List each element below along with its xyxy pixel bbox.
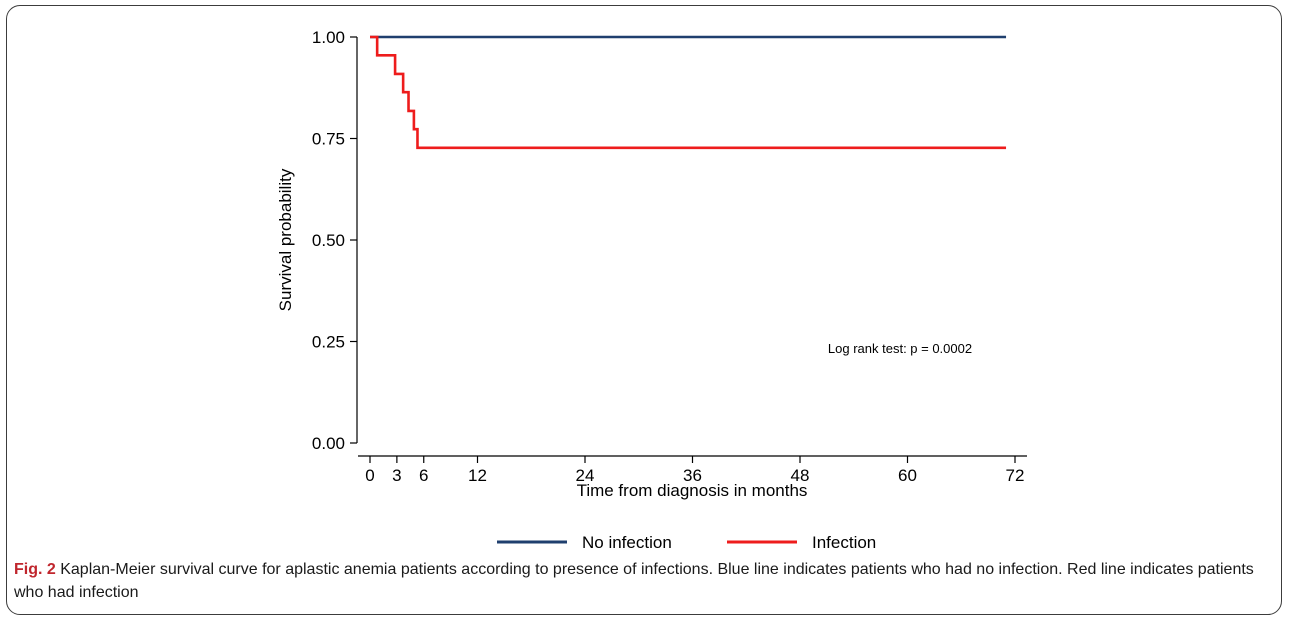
chart-axes: 0.000.250.500.751.000 3 6 12 24 36 48 60 72 [312,28,1027,485]
x-tick-label: 12 [468,466,487,485]
x-axis-label: Time from diagnosis in months [577,481,808,500]
x-tick-label: 24 [576,466,595,485]
x-tick-label: 6 [419,466,428,485]
x-tick-label: 60 [898,466,917,485]
figure-frame [6,5,1282,615]
x-tick-label: 72 [1006,466,1025,485]
y-tick-label: 1.00 [312,28,345,47]
legend-label-no-infection: No infection [582,533,672,552]
survival-chart: 0.000.250.500.751.000 3 6 12 24 36 48 60 72 Surv… [276,28,1027,552]
x-tick-label: 36 [683,466,702,485]
y-tick-label: 0.75 [312,130,345,149]
y-axis-label: Survival probability [276,168,295,311]
figure-caption: Fig. 2 Kaplan-Meier survival curve for a… [14,558,1276,604]
series-line-infection [370,35,1007,150]
y-tick-label: 0.25 [312,333,345,352]
series-layer [370,35,1007,150]
chart-legend: No infection Infection [497,533,876,552]
x-tick-label: 48 [791,466,810,485]
x-tick-label: 0 [365,466,374,485]
x-tick-label: 3 [392,466,401,485]
y-tick-label: 0.00 [312,434,345,453]
log-rank-annotation: Log rank test: p = 0.0002 [828,341,972,356]
y-tick-label: 0.50 [312,231,345,250]
caption-text: Kaplan-Meier survival curve for aplastic… [14,561,1254,601]
figure-label: Fig. 2 [14,561,56,578]
legend-label-infection: Infection [812,533,876,552]
